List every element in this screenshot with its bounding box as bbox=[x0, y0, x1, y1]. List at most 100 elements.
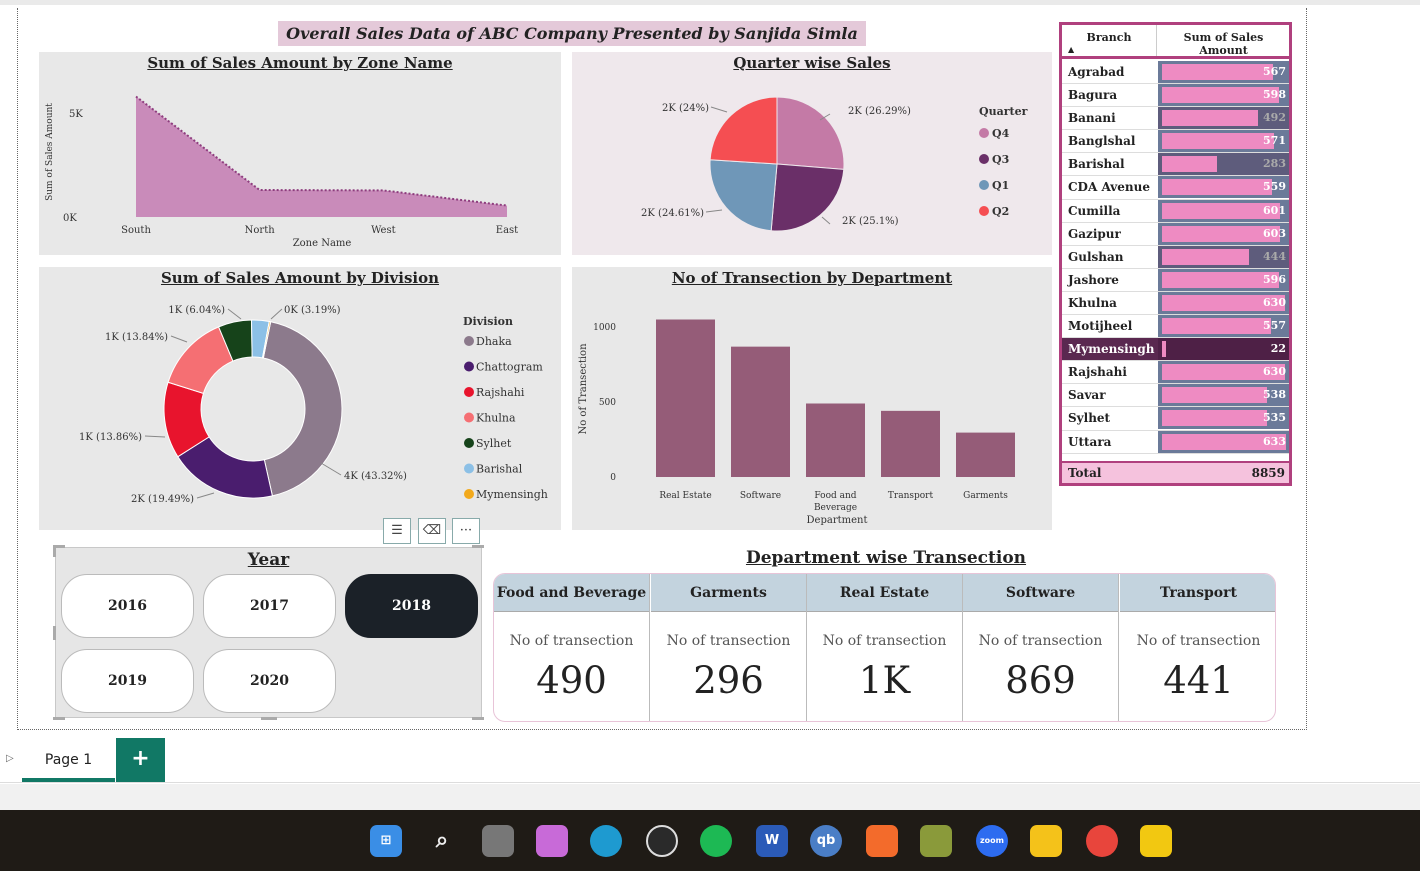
spotify-icon[interactable] bbox=[700, 825, 732, 857]
x-axis-title: Department bbox=[807, 515, 868, 526]
dept-chart-panel[interactable]: No of Transection by Department Real Est… bbox=[572, 267, 1052, 530]
year-button-2016[interactable]: 2016 bbox=[61, 574, 194, 638]
dept-card-garments[interactable]: Garments No of transection 296 bbox=[651, 574, 807, 721]
legend-title: Quarter bbox=[979, 105, 1028, 118]
year-button-2020[interactable]: 2020 bbox=[203, 649, 336, 713]
branch-row[interactable]: Gazipur 603 bbox=[1062, 222, 1289, 246]
branch-row[interactable]: Rajshahi 630 bbox=[1062, 361, 1289, 385]
total-value: 8859 bbox=[1251, 466, 1285, 480]
copilot-icon[interactable] bbox=[536, 825, 568, 857]
more-options-icon[interactable]: ··· bbox=[452, 518, 480, 544]
windows-icon[interactable]: ⊞ bbox=[370, 825, 402, 857]
obs-icon[interactable] bbox=[646, 825, 678, 857]
branch-row[interactable]: Barishal 283 bbox=[1062, 153, 1289, 177]
sales-column-header[interactable]: Sum of Sales Amount bbox=[1183, 31, 1264, 57]
dept-chart-title: No of Transection by Department bbox=[671, 269, 953, 287]
year-slicer-title: Year bbox=[247, 550, 290, 570]
zoom-icon[interactable]: zoom bbox=[976, 825, 1008, 857]
legend-label: Chattogram bbox=[476, 361, 543, 374]
task-view-icon[interactable] bbox=[482, 825, 514, 857]
dept-card-label: No of transection bbox=[978, 633, 1103, 649]
sales-data-bar bbox=[1162, 294, 1286, 311]
legend-label: Mymensingh bbox=[476, 488, 548, 501]
add-page-button[interactable]: + bbox=[116, 738, 165, 782]
branch-row[interactable]: Cumilla 601 bbox=[1062, 199, 1289, 223]
year-slicer[interactable]: Year 2016 2017 2018 2019 2020 bbox=[53, 545, 484, 720]
year-button-2019[interactable]: 2019 bbox=[61, 649, 194, 713]
resize-handle[interactable] bbox=[53, 545, 56, 557]
branch-table[interactable]: Branch ▲ Sum of Sales Amount Agrabad 567 B… bbox=[1059, 22, 1292, 486]
dept-card-label: No of transection bbox=[1136, 633, 1261, 649]
xampp-icon[interactable] bbox=[866, 825, 898, 857]
qbittorrent-icon[interactable]: qb bbox=[810, 825, 842, 857]
resize-handle[interactable] bbox=[472, 717, 484, 720]
sales-value: 557 bbox=[1263, 319, 1286, 333]
division-chart-panel[interactable]: Sum of Sales Amount by Division 4K (43.3… bbox=[39, 267, 561, 530]
sort-ascending-icon[interactable]: ▲ bbox=[1068, 45, 1075, 54]
sales-data-bar bbox=[1162, 156, 1218, 173]
branch-row[interactable]: Jashore 596 bbox=[1062, 268, 1289, 292]
legend-marker bbox=[464, 412, 474, 423]
sales-data-bar bbox=[1162, 410, 1267, 427]
tab-page-1[interactable]: Page 1 bbox=[22, 738, 115, 782]
branch-row[interactable]: CDA Avenue 559 bbox=[1062, 176, 1289, 200]
branch-row[interactable]: Khulna 630 bbox=[1062, 291, 1289, 316]
dept-card-software[interactable]: Software No of transection 869 bbox=[963, 574, 1119, 721]
sales-value: 559 bbox=[1263, 180, 1286, 194]
x-tick-label: Food and bbox=[814, 491, 856, 501]
status-strip bbox=[0, 784, 1420, 810]
branch-row[interactable]: Uttara 633 bbox=[1062, 430, 1289, 454]
resize-handle[interactable] bbox=[261, 717, 277, 720]
branch-row[interactable]: Sylhet 535 bbox=[1062, 407, 1289, 431]
branch-row[interactable]: Banani 492 bbox=[1062, 107, 1289, 131]
dept-card-value: 869 bbox=[1005, 659, 1076, 702]
branch-name: Bagura bbox=[1068, 88, 1118, 103]
sales-data-bar bbox=[1162, 271, 1279, 288]
resize-handle[interactable] bbox=[53, 717, 65, 720]
expand-pages-icon[interactable]: ▷ bbox=[6, 753, 14, 764]
dept-card-value: 296 bbox=[693, 659, 764, 702]
eraser-icon[interactable]: ⌫ bbox=[418, 518, 446, 544]
branch-row[interactable]: Gulshan 444 bbox=[1062, 245, 1289, 269]
dept-card-name: Food and Beverage bbox=[494, 574, 649, 612]
sales-value: 444 bbox=[1263, 249, 1286, 263]
branch-row[interactable]: Mymensingh 22 bbox=[1062, 338, 1289, 362]
quarter-chart-panel[interactable]: Quarter wise Sales 2K (26.29%) 2K (25.1%)… bbox=[572, 52, 1052, 255]
zone-chart-panel[interactable]: Sum of Sales Amount by Zone Name 5K 0K Sou… bbox=[39, 52, 561, 255]
resize-handle[interactable] bbox=[53, 626, 56, 640]
filter-icon[interactable]: ☰ bbox=[383, 518, 411, 544]
dept-cards[interactable]: Food and Beverage No of transection 490 … bbox=[493, 573, 1276, 722]
branch-name: Savar bbox=[1068, 388, 1106, 403]
branch-row[interactable]: Savar 538 bbox=[1062, 384, 1289, 408]
year-button-2018[interactable]: 2018 bbox=[345, 574, 478, 638]
dept-card-real-estate[interactable]: Real Estate No of transection 1K bbox=[807, 574, 963, 721]
word-icon[interactable]: W bbox=[756, 825, 788, 857]
dept-card-food-beverage[interactable]: Food and Beverage No of transection 490 bbox=[494, 574, 650, 721]
resize-handle[interactable] bbox=[472, 545, 484, 548]
branch-row[interactable]: Motijheel 557 bbox=[1062, 315, 1289, 339]
sales-data-bar bbox=[1162, 387, 1268, 404]
x-tick-label: Transport bbox=[888, 491, 934, 501]
dept-card-transport[interactable]: Transport No of transection 441 bbox=[1120, 574, 1275, 721]
division-donut-chart: 4K (43.32%) 2K (19.49%) 1K (13.86%) 1K (13.… bbox=[79, 305, 548, 505]
sales-value: 567 bbox=[1263, 65, 1286, 78]
legend-label: Khulna bbox=[476, 412, 516, 425]
search-icon[interactable]: ⌕ bbox=[435, 828, 449, 853]
chrome-icon[interactable] bbox=[1086, 825, 1118, 857]
resize-handle[interactable] bbox=[53, 545, 65, 548]
dept-card-label: No of transection bbox=[666, 633, 791, 649]
leader-line bbox=[705, 209, 723, 213]
data-label: 0K (3.19%) bbox=[284, 305, 341, 316]
year-button-2017[interactable]: 2017 bbox=[203, 574, 336, 638]
branch-column-header[interactable]: Branch bbox=[1062, 25, 1157, 56]
branch-row[interactable]: Bagura 598 bbox=[1062, 84, 1289, 108]
file-explorer-icon[interactable] bbox=[1030, 825, 1062, 857]
branch-row[interactable]: Agrabad 567 bbox=[1062, 61, 1289, 85]
branch-row[interactable]: Banglshal 571 bbox=[1062, 130, 1289, 154]
power-bi-icon[interactable] bbox=[1140, 825, 1172, 857]
sumatra-icon[interactable] bbox=[920, 825, 952, 857]
edge-icon[interactable] bbox=[590, 825, 622, 857]
y-tick-label: 0 bbox=[610, 473, 616, 483]
pie-slice-q4 bbox=[776, 96, 845, 170]
legend-marker bbox=[464, 361, 474, 372]
